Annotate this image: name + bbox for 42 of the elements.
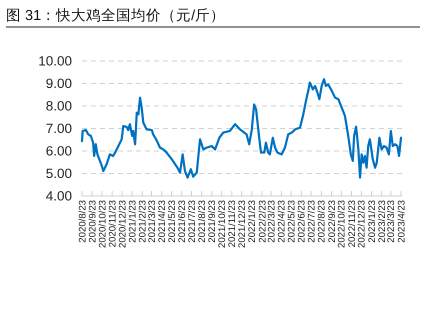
y-tick-label: 5.00 — [46, 166, 72, 182]
x-tick-label: 2021/8/23 — [197, 200, 208, 243]
y-tick-label: 7.00 — [46, 121, 72, 136]
x-tick-label: 2021/6/23 — [177, 200, 188, 243]
y-tick-label: 6.00 — [46, 144, 72, 159]
x-tick-label: 2022/5/23 — [286, 200, 298, 243]
x-tick-label: 2023/4/23 — [396, 200, 408, 243]
y-tick-label: 9.00 — [46, 76, 72, 92]
x-tick-label: 2023/1/23 — [366, 200, 378, 243]
x-tick-label: 2022/11/23 — [346, 200, 358, 248]
x-tick-label: 2023/2/23 — [377, 200, 388, 243]
x-tick-label: 2021/1/23 — [128, 200, 139, 243]
x-tick-label: 2022/6/23 — [296, 200, 308, 243]
y-tick-label: 8.00 — [46, 98, 72, 114]
x-tick-label: 2022/10/23 — [336, 200, 348, 248]
x-tick-label: 2022/3/23 — [266, 200, 278, 243]
x-tick-label: 2022/9/23 — [326, 200, 338, 243]
x-tick-label: 2022/1/23 — [247, 200, 258, 243]
y-tick-label: 10.00 — [38, 54, 72, 69]
x-tick-label: 2021/7/23 — [186, 200, 198, 243]
y-tick-label: 4.00 — [46, 188, 72, 204]
chart-title: 图 31：快大鸡全国均价（元/斤） — [6, 7, 226, 24]
x-tick-label: 2022/8/23 — [316, 200, 328, 243]
x-tick-label: 2022/7/23 — [306, 200, 318, 243]
x-tick-label: 2021/5/23 — [166, 200, 178, 243]
x-tick-label: 2020/10/23 — [97, 200, 108, 248]
x-tick-label: 2021/10/23 — [217, 200, 228, 248]
x-tick-label: 2020/11/23 — [108, 200, 119, 248]
x-tick-label: 2021/2/23 — [138, 200, 149, 243]
x-tick-label: 2023/3/23 — [386, 200, 398, 243]
line-series — [80, 78, 402, 179]
x-tick-label: 2021/4/23 — [157, 200, 168, 243]
x-tick-label: 2022/4/23 — [276, 200, 288, 243]
x-tick-label: 2020/8/23 — [77, 200, 88, 243]
x-tick-label: 2021/11/23 — [227, 200, 238, 248]
x-tick-label: 2020/12/23 — [117, 200, 128, 248]
x-tick-label: 2022/2/23 — [257, 200, 268, 243]
x-tick-label: 2021/9/23 — [207, 200, 218, 243]
x-tick-label: 2022/12/23 — [356, 200, 368, 248]
x-tick-label: 2021/3/23 — [146, 200, 158, 243]
x-tick-label: 2020/9/23 — [88, 200, 99, 243]
x-tick-label: 2021/12/23 — [237, 200, 248, 248]
